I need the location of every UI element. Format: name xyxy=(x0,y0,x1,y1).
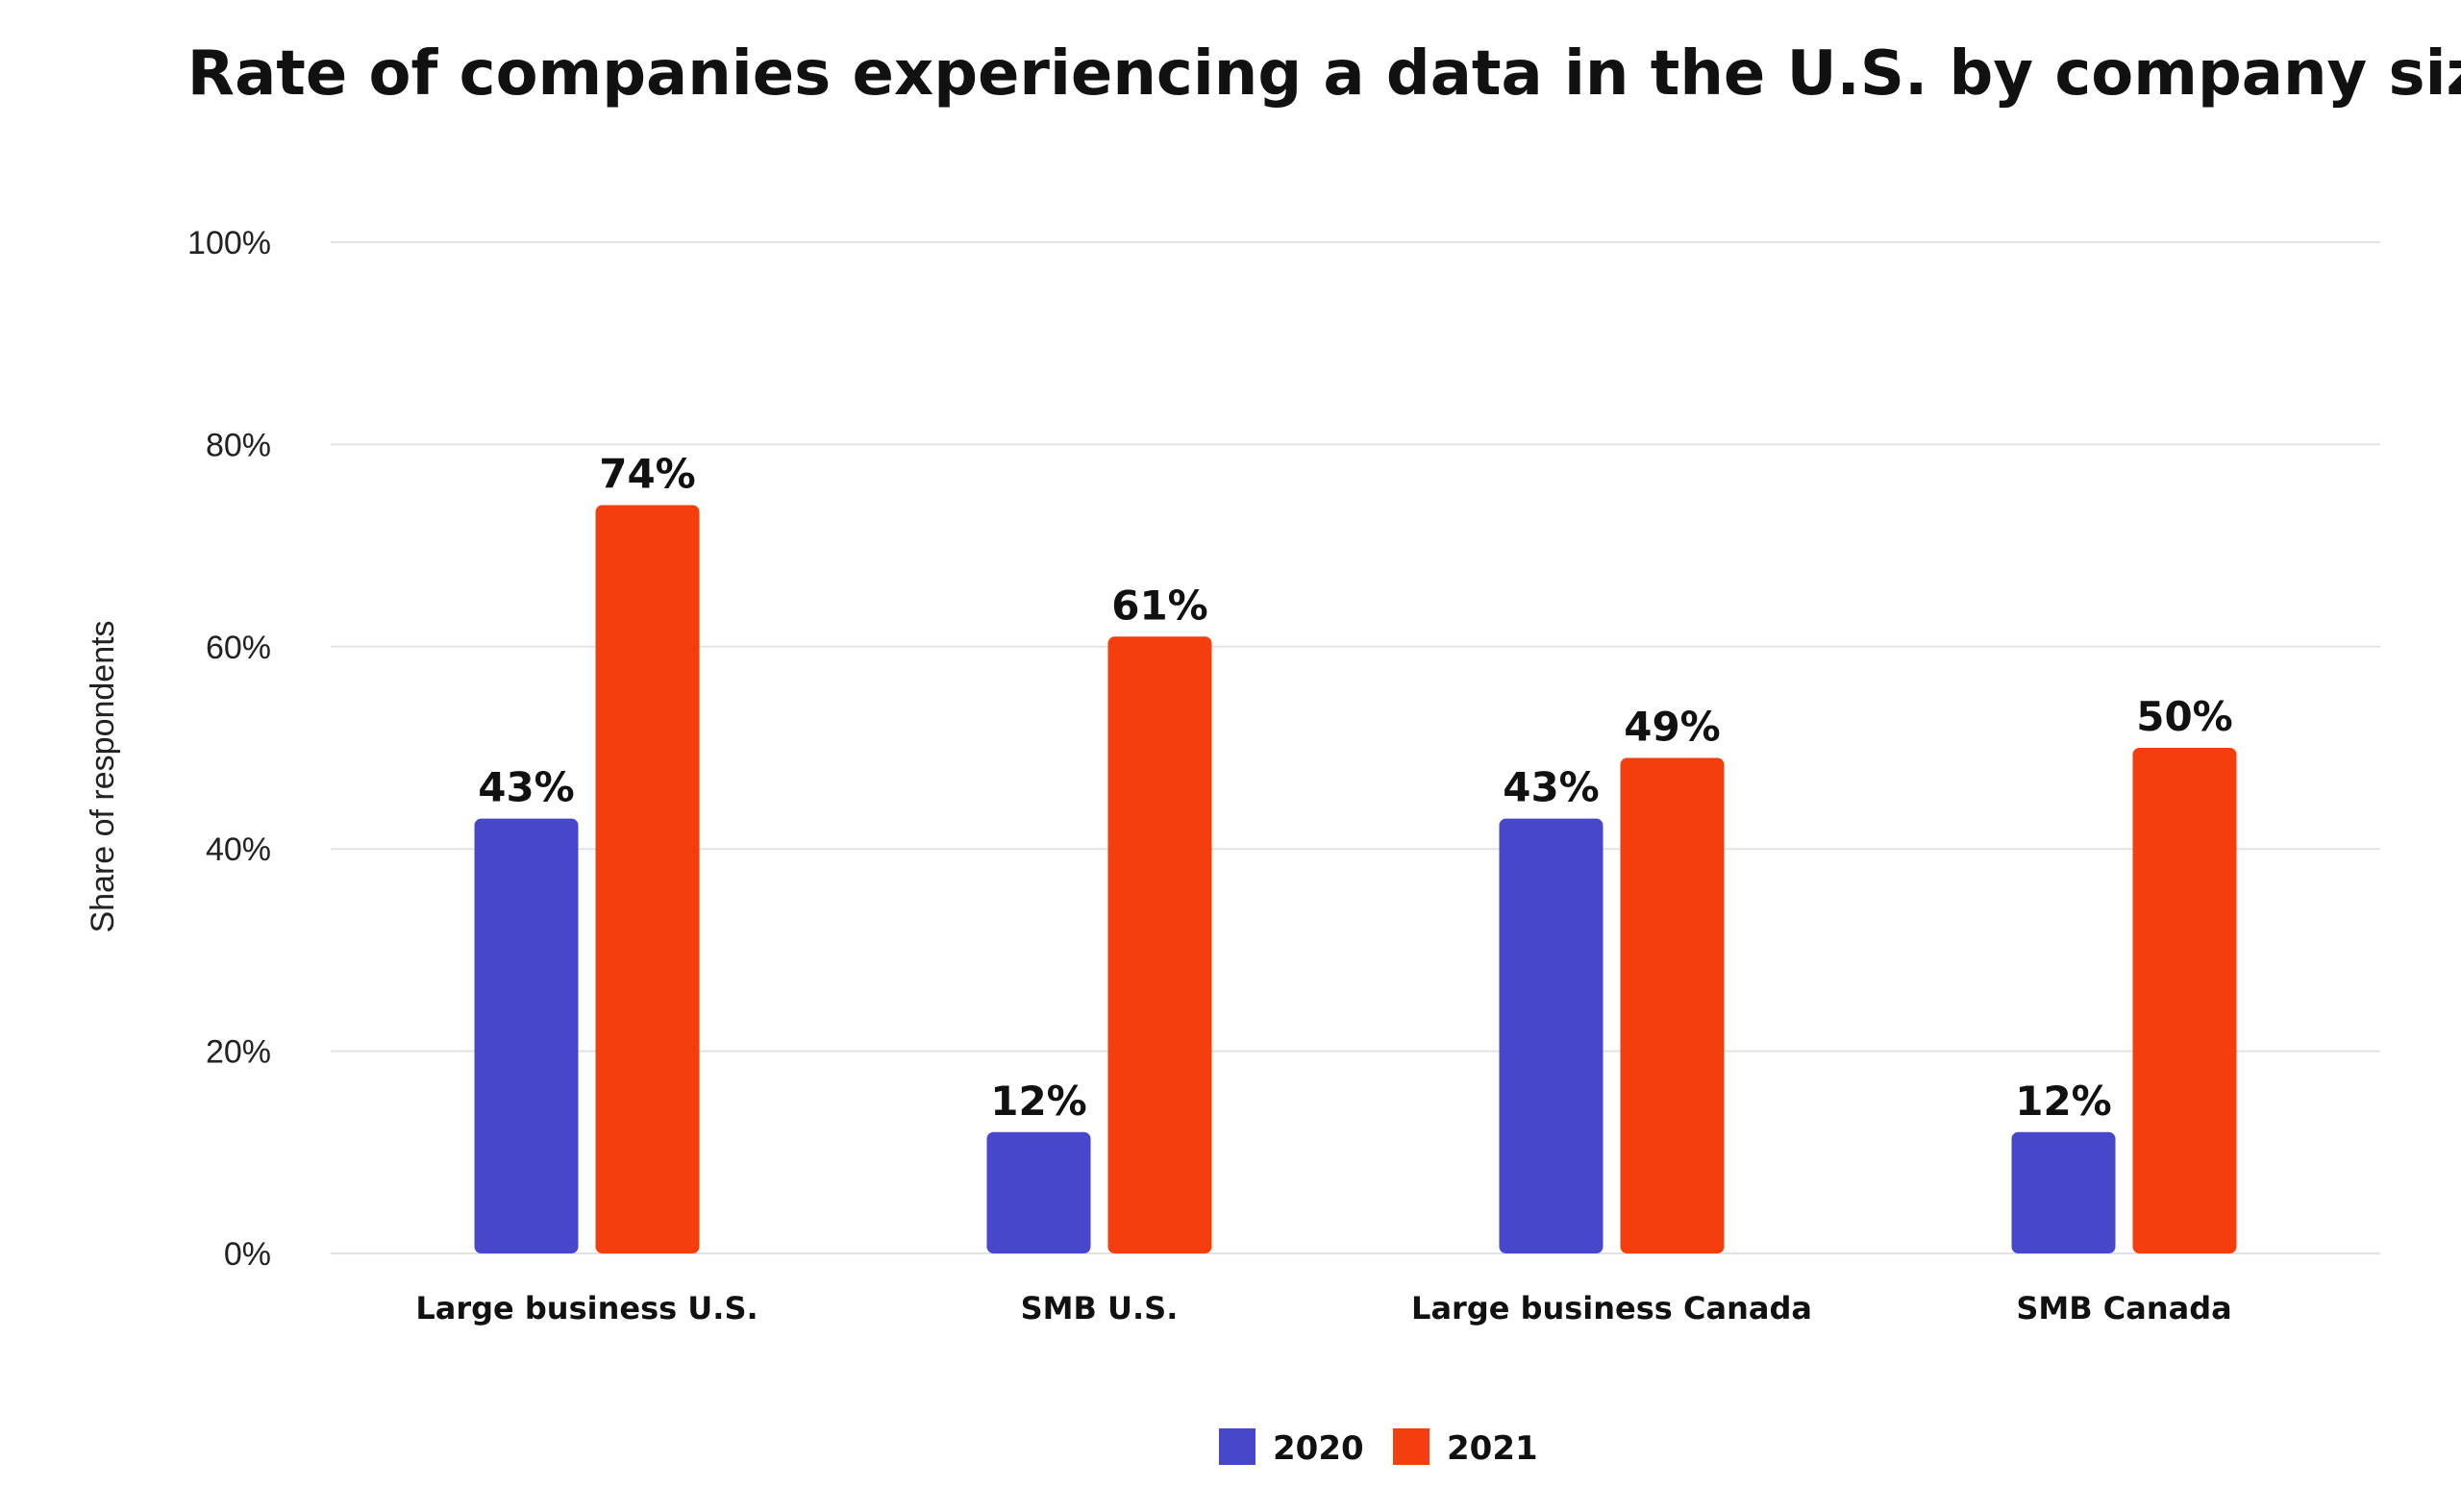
data-label: 50% xyxy=(2136,693,2233,740)
data-label: 43% xyxy=(1503,764,1600,811)
data-label: 74% xyxy=(599,451,696,498)
data-label: 12% xyxy=(2015,1078,2112,1125)
legend-label: 2020 xyxy=(1273,1429,1364,1468)
x-tick-label: Large business Canada xyxy=(1411,1290,1812,1326)
y-tick-label: 80% xyxy=(206,427,271,463)
x-tick-label: Large business U.S. xyxy=(415,1290,758,1326)
legend-label: 2021 xyxy=(1447,1429,1538,1468)
legend-swatch xyxy=(1219,1428,1255,1465)
legend-swatch xyxy=(1393,1428,1429,1465)
x-tick-label: SMB U.S. xyxy=(1021,1290,1179,1326)
y-tick-label: 100% xyxy=(187,225,271,261)
y-tick-label: 60% xyxy=(206,630,271,666)
bar-2021 xyxy=(595,505,700,1253)
bar-2020 xyxy=(474,818,579,1253)
bar-2021 xyxy=(1620,757,1725,1253)
y-tick-label: 0% xyxy=(224,1236,271,1273)
data-label: 12% xyxy=(990,1078,1087,1125)
bar-2020 xyxy=(986,1131,1091,1253)
data-label: 61% xyxy=(1111,582,1208,629)
data-labels: 43% 74% 12% 61% 43% 49% 12% 50% xyxy=(478,451,2233,1125)
y-tick-label: 40% xyxy=(206,831,271,868)
bar-2020 xyxy=(2011,1131,2116,1253)
bars xyxy=(474,505,2237,1253)
x-axis-categories: Large business U.S. SMB U.S. Large busines… xyxy=(415,1290,2231,1326)
y-axis-label: Share of respondents xyxy=(85,620,121,932)
data-label: 49% xyxy=(1624,704,1721,751)
x-tick-label: SMB Canada xyxy=(2016,1290,2231,1326)
y-tick-label: 20% xyxy=(206,1034,271,1071)
data-label: 43% xyxy=(478,764,575,811)
bar-2020 xyxy=(1499,818,1603,1253)
legend: 2020 2021 xyxy=(1219,1428,1538,1468)
chart-title: Rate of companies experiencing a data in… xyxy=(187,38,2461,110)
bar-2021 xyxy=(1107,636,1212,1253)
y-axis-ticks: 0% 20% 40% 60% 80% 100% xyxy=(187,225,271,1273)
bar-2021 xyxy=(2132,748,2237,1253)
